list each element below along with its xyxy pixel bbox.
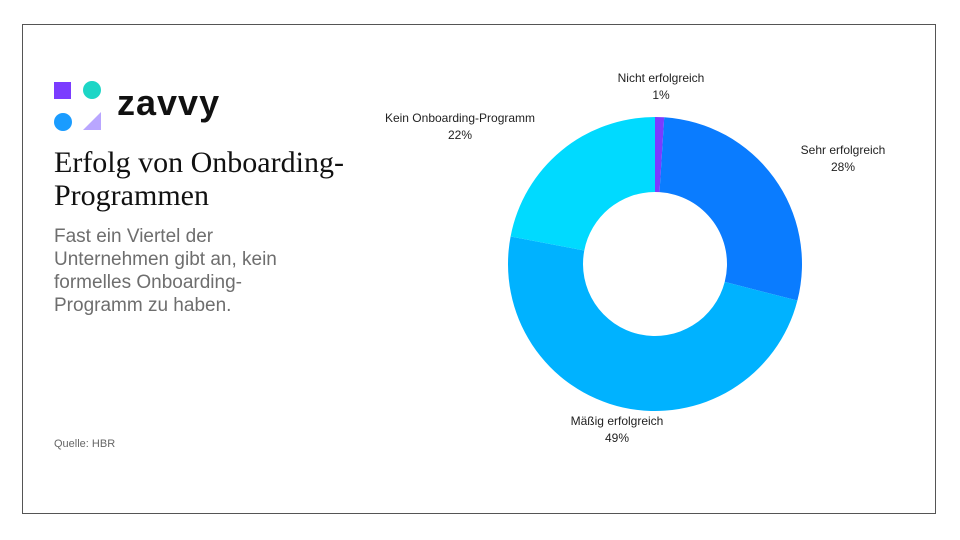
slide-frame xyxy=(22,24,936,514)
slice-value-label: 28% xyxy=(831,160,855,174)
donut-slice xyxy=(659,117,802,301)
donut-slice xyxy=(655,117,665,193)
logo-icon xyxy=(54,81,101,131)
slice-label: Kein Onboarding-Programm xyxy=(385,111,535,125)
donut-slice xyxy=(510,117,655,251)
slice-label: Nicht erfolgreich xyxy=(618,71,705,85)
slice-value-label: 49% xyxy=(605,431,629,445)
chart-subtitle: Fast ein Viertel der Unternehmen gibt an… xyxy=(54,226,277,316)
donut-slice xyxy=(507,236,798,412)
slice-label: Mäßig erfolgreich xyxy=(571,414,664,428)
slice-label: Sehr erfolgreich xyxy=(801,143,886,157)
brand-name: zavvy xyxy=(117,82,221,123)
source-note: Quelle: HBR xyxy=(54,438,116,450)
chart-title: Erfolg von Onboarding-Programmen xyxy=(54,146,344,212)
slice-value-label: 22% xyxy=(448,128,472,142)
slice-value-label: 1% xyxy=(652,88,670,102)
